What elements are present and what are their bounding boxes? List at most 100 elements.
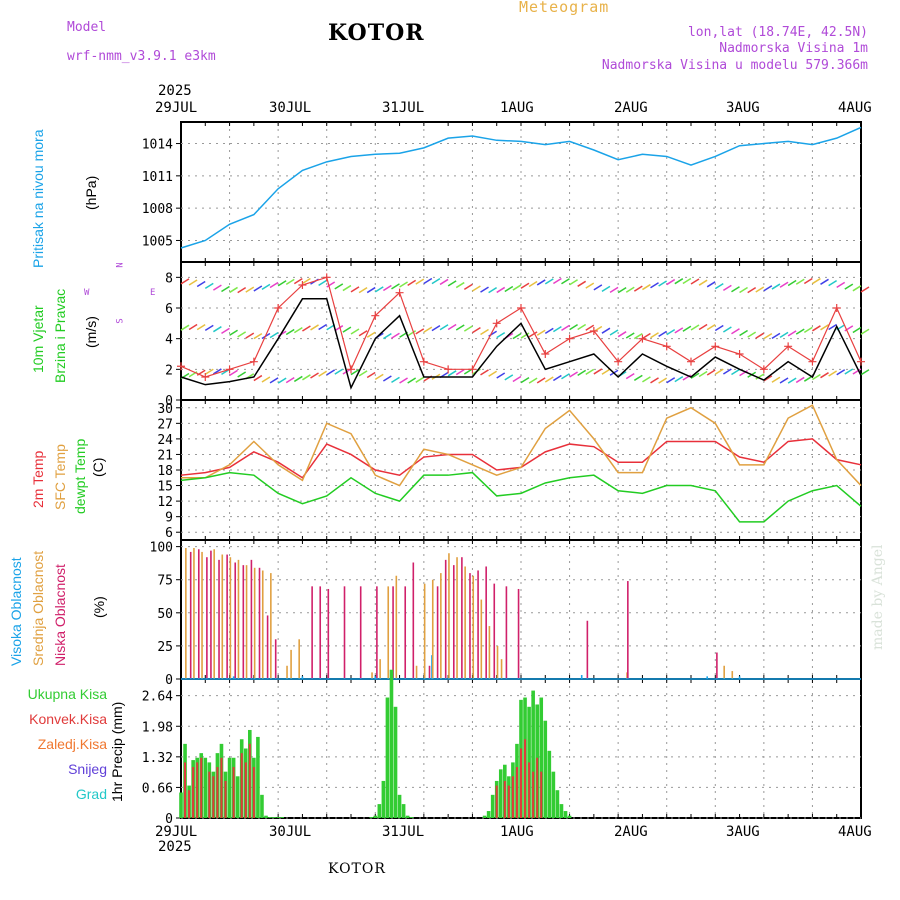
wind-barb [350, 328, 360, 335]
station-title: KOTOR [328, 20, 425, 46]
wind-barb [463, 283, 473, 291]
gust-marker [395, 288, 404, 297]
wind-barb [561, 278, 570, 285]
gust-marker [857, 357, 865, 366]
gust-marker [735, 350, 744, 358]
wind-barb [204, 282, 214, 289]
wind-barb [650, 282, 659, 289]
precip-bar [532, 771, 535, 818]
wind-barb [302, 325, 311, 332]
wind-barb [828, 370, 838, 377]
wind-barb [229, 286, 238, 294]
wind-barb [763, 285, 773, 292]
wind-barb [755, 286, 765, 293]
precip-bar [373, 815, 378, 818]
wind-barb [488, 287, 498, 294]
wind-barb [293, 326, 303, 334]
precip-bar [369, 817, 374, 818]
wind-barb [682, 277, 692, 285]
wind-barb [617, 287, 627, 294]
pressure-line [180, 126, 862, 249]
date-top-6: 4AUG [838, 100, 872, 116]
wind-barb [674, 278, 684, 285]
gust-marker [322, 273, 331, 282]
wind-barb [293, 375, 303, 383]
wind-barb [658, 330, 668, 338]
precip-bar [280, 817, 284, 818]
wind-barb [350, 286, 360, 293]
wind-barb [577, 280, 587, 287]
wind-barb [795, 328, 805, 335]
wind-barb [318, 323, 328, 331]
wind-barb [237, 371, 247, 378]
product-title: Meteogram [519, 0, 610, 16]
y-tick-label: 1005 [142, 234, 173, 249]
wind-barb [569, 371, 578, 378]
wind-barb [714, 368, 724, 375]
wind-barb [221, 285, 230, 293]
legend-total-rain: Ukupna Kisa [27, 686, 107, 702]
wind-barb [722, 284, 732, 292]
precip-bar [179, 792, 183, 818]
wind-barb [180, 278, 190, 285]
wind-barb [382, 333, 392, 340]
wind-barb [391, 283, 400, 290]
wind-barb [561, 324, 570, 331]
wind-barb [690, 372, 700, 379]
wind-barb [803, 375, 813, 382]
wind-barb [593, 284, 603, 291]
gust-marker [444, 365, 453, 374]
wind-barb [423, 277, 433, 285]
wind-barb [520, 282, 530, 289]
legend-snow: Snijeg [68, 761, 107, 777]
wind-barb [771, 332, 781, 340]
y-tick-label: 25 [157, 640, 173, 655]
footer-station: KOTOR [328, 861, 386, 877]
wind-barb [820, 324, 829, 331]
wind-barb [407, 330, 417, 337]
wind-barb [358, 330, 368, 337]
wind-barb [601, 285, 611, 293]
wind-barb [836, 369, 846, 376]
gust-marker [832, 304, 841, 312]
wind-barb [415, 376, 425, 383]
wind-barb [585, 324, 595, 331]
precip-bar [409, 817, 414, 818]
wind-barb [787, 279, 797, 287]
wind-barb [472, 285, 481, 292]
precip-bar [515, 767, 518, 818]
precip-bar [377, 804, 382, 818]
wind-barb [188, 323, 198, 331]
wind-barb [633, 374, 643, 381]
wind-barb [431, 325, 441, 332]
wind-barb [569, 279, 578, 286]
wind-barb [480, 286, 489, 293]
wind-barb [593, 368, 603, 375]
wind-barb [674, 327, 684, 334]
date-top-3: 1AUG [500, 100, 534, 116]
precip-bar [188, 790, 191, 818]
precip-bar [397, 794, 402, 818]
wind-barb [496, 332, 506, 339]
wind-barb [698, 370, 708, 378]
wind-barb [318, 279, 328, 287]
precip-bar [405, 815, 410, 818]
wind-barb [812, 325, 821, 332]
wind-barb [536, 329, 546, 336]
wind-barb [212, 368, 222, 375]
wind-barb [552, 374, 562, 382]
wind-barb [650, 377, 659, 384]
wind-barb [253, 374, 263, 382]
wind-barb [722, 326, 732, 333]
wind-barb [229, 369, 238, 377]
precip-bar [555, 790, 560, 818]
wind-barb [803, 277, 813, 285]
precip-bar [208, 771, 211, 818]
wind-barb [455, 324, 465, 331]
wind-barb [334, 325, 344, 332]
y-tick-label: 8 [165, 271, 173, 286]
wind-barb [366, 331, 376, 338]
wind-barb [358, 370, 368, 377]
wind-barb [196, 280, 206, 288]
gust-marker [347, 365, 355, 374]
